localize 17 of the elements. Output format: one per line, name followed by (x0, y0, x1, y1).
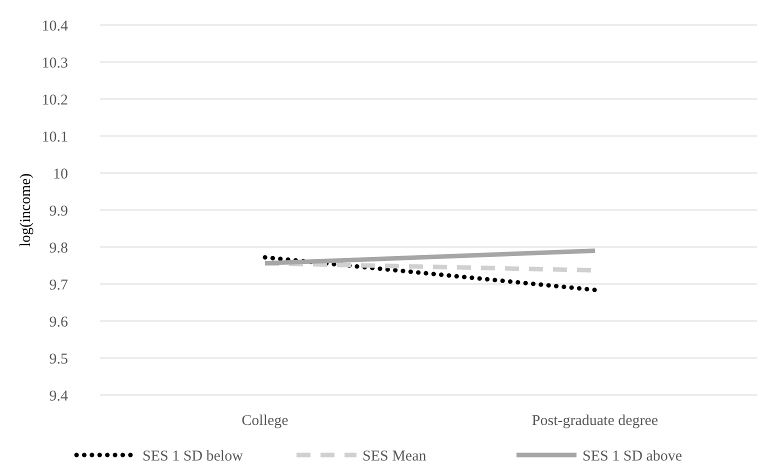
y-tick-label: 9.8 (49, 240, 68, 256)
y-tick-label: 9.9 (49, 203, 68, 220)
y-tick-label: 10.4 (42, 18, 68, 34)
y-axis-title: log(income) (18, 173, 34, 247)
x-tick-label: Post-graduate degree (532, 413, 658, 429)
y-tick-label: 9.7 (49, 277, 68, 294)
legend-label: SES 1 SD below (142, 448, 244, 463)
x-tick-label: College (242, 413, 289, 429)
y-tick-label: 10 (53, 166, 68, 182)
y-tick-label: 10.1 (42, 129, 68, 146)
legend-label: SES Mean (362, 448, 427, 463)
legend-label: SES 1 SD above (582, 448, 682, 463)
y-tick-label: 9.4 (49, 388, 68, 404)
y-tick-label: 10.2 (42, 92, 68, 108)
y-tick-label: 9.5 (49, 351, 68, 368)
y-tick-label: 10.3 (42, 55, 68, 72)
y-tick-label: 9.6 (49, 314, 68, 330)
